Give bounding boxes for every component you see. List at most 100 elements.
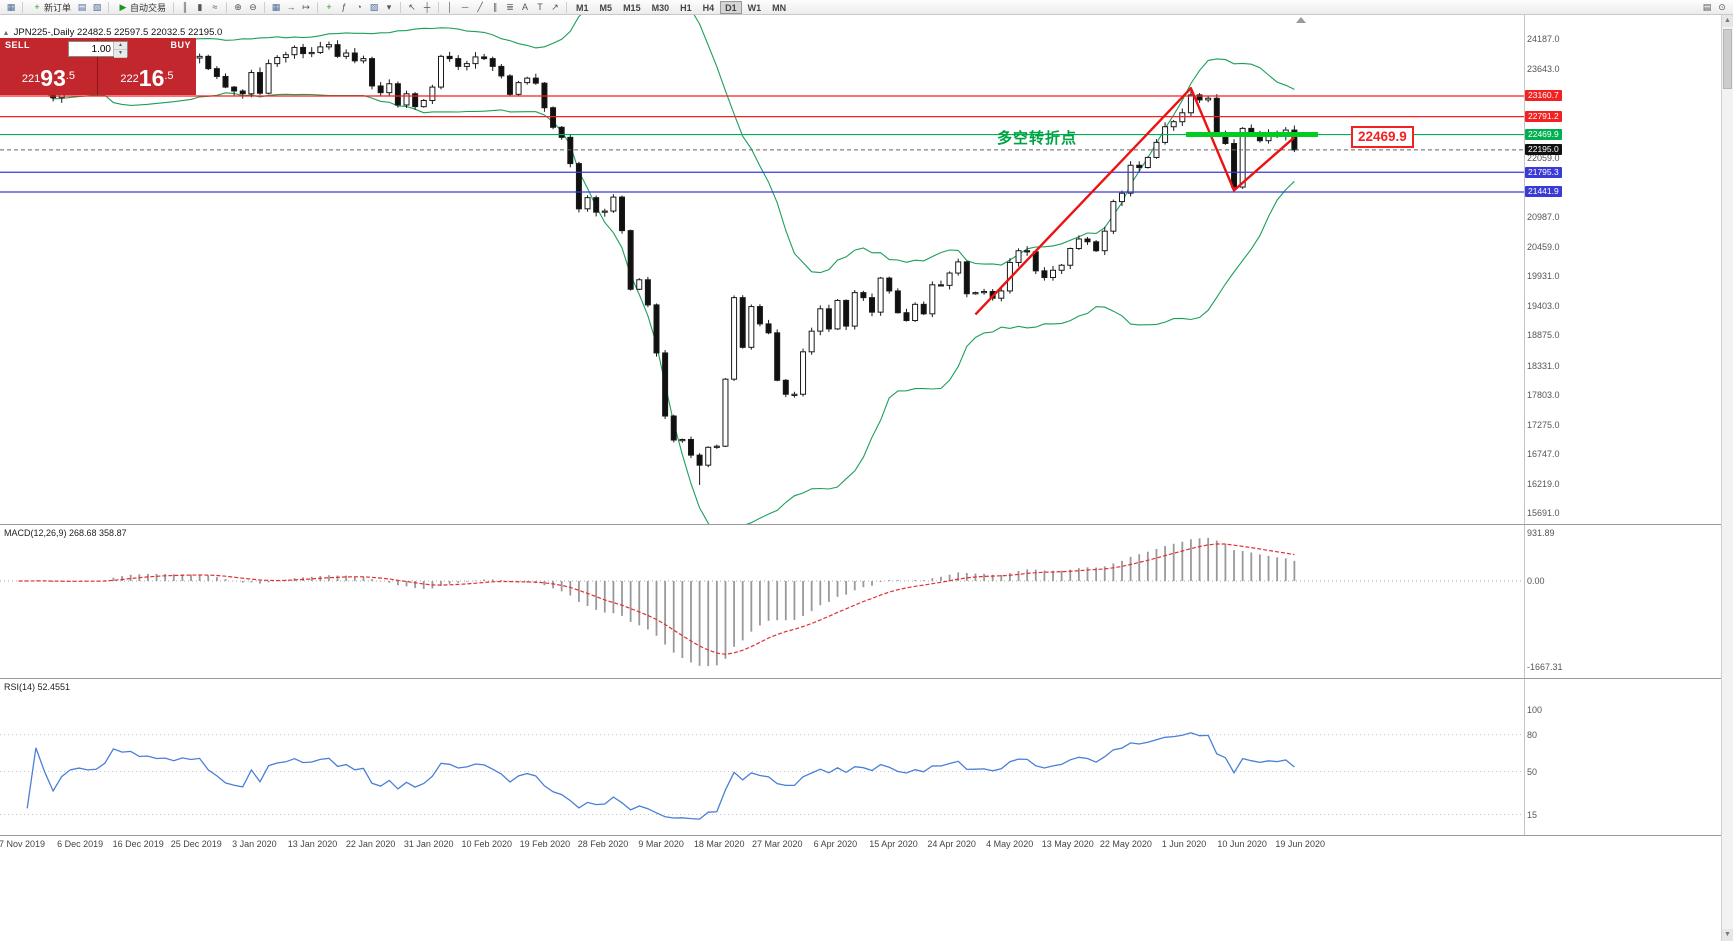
channel-icon[interactable]: ∥	[492, 1, 498, 12]
date-label: 9 Mar 2020	[638, 839, 684, 849]
scroll-down-arrow[interactable]: ▼	[1722, 929, 1733, 941]
price-axis-label: 20459.0	[1527, 241, 1560, 252]
toolbar-separator	[173, 1, 175, 13]
candles-group	[7, 40, 1298, 485]
vertical-line-icon[interactable]: │	[447, 1, 453, 12]
price-axis-label: 19931.0	[1527, 271, 1560, 282]
date-label: 19 Jun 2020	[1275, 839, 1325, 849]
date-label: 15 Apr 2020	[869, 839, 918, 849]
date-label: 22 Jan 2020	[345, 839, 396, 849]
price-axis-label: 22059.0	[1527, 152, 1560, 163]
text-tool-icon[interactable]: A	[522, 1, 529, 12]
sell-price-prefix: 221	[21, 73, 41, 85]
zoom-out-icon[interactable]: ⊖	[249, 1, 257, 12]
price-axis-label: 16219.0	[1527, 478, 1560, 489]
chart-header: ▴ JPN225-,Daily 22482.5 22597.5 22032.5 …	[4, 27, 222, 38]
price-axis-label: 19403.0	[1527, 300, 1560, 311]
timeframe-button-h4[interactable]: H4	[702, 2, 715, 13]
timeframe-button-w1[interactable]: W1	[747, 2, 762, 13]
arrows-tool-icon[interactable]: ↗	[551, 1, 559, 12]
candlestick-chart-icon[interactable]: ▮	[197, 1, 203, 12]
print-icon[interactable]: ▤	[1702, 1, 1712, 12]
buy-price: 222 16 .5	[98, 63, 196, 91]
chart-windows-icon[interactable]: ▤	[77, 1, 87, 12]
indicators-icon[interactable]: ƒ	[341, 1, 347, 12]
lot-size-input[interactable]	[69, 42, 113, 56]
rsi-axis-label: 100	[1527, 705, 1543, 715]
pivot-price-label[interactable]: 22469.9	[1351, 126, 1414, 148]
price-axis-border	[1524, 15, 1525, 836]
toolbar-separator	[22, 1, 23, 13]
timeframe-button-h1[interactable]: H1	[680, 2, 692, 13]
sell-price-frac: .5	[65, 70, 76, 82]
price-axis-label: 16747.0	[1527, 449, 1560, 460]
zoom-in-icon[interactable]: ⊕	[234, 1, 242, 12]
bollinger-lower-band	[9, 83, 1295, 525]
sell-label: SELL	[5, 40, 31, 50]
date-label: 28 Feb 2020	[577, 839, 629, 849]
price-chart[interactable]	[0, 15, 1524, 525]
date-label: 13 May 2020	[1041, 839, 1094, 849]
timeframe-button-m1[interactable]: M1	[576, 2, 589, 13]
dropdown-icon[interactable]: ▾	[386, 1, 392, 12]
timeframe-button-m30[interactable]: M30	[651, 2, 670, 13]
new-order-button[interactable]: + 新订单	[27, 1, 74, 14]
date-label: 3 Jan 2020	[232, 839, 277, 849]
timeframe-button-m15[interactable]: M15	[623, 2, 641, 13]
rsi-panel[interactable]	[0, 679, 1524, 835]
horizontal-line-icon[interactable]: ─	[461, 1, 469, 12]
tile-windows-icon[interactable]: ▦	[271, 1, 281, 12]
scroll-up-arrow[interactable]: ▲	[1722, 15, 1733, 27]
trendline-icon[interactable]: ╱	[477, 1, 483, 12]
add-indicator-icon[interactable]: +	[326, 1, 332, 12]
templates-icon[interactable]: ▨	[369, 1, 379, 12]
lot-spinner: ▲ ▼	[113, 42, 127, 58]
cursor-icon[interactable]: ↖	[408, 1, 416, 12]
chart-shift-marker[interactable]	[1296, 17, 1306, 23]
bollinger-upper-band	[9, 15, 1295, 274]
price-level-badge: 21795.3	[1525, 166, 1562, 178]
scrollbar-thumb[interactable]	[1723, 29, 1732, 89]
timeframe-button-m5[interactable]: M5	[599, 2, 613, 13]
date-label: 24 Apr 2020	[927, 839, 976, 849]
timeframe-button-d1[interactable]: D1	[720, 0, 742, 14]
price-level-badge: 22469.9	[1525, 129, 1562, 141]
timeframe-button-mn[interactable]: MN	[772, 2, 787, 13]
macd-axis-label: 931.89	[1527, 528, 1555, 538]
date-label: 31 Jan 2020	[403, 839, 454, 849]
crosshair-icon[interactable]: ┼	[423, 1, 431, 12]
macd-panel[interactable]	[0, 525, 1524, 678]
price-level-badge: 23160.7	[1525, 90, 1562, 102]
autoplay-icon: ▶	[119, 1, 127, 12]
chart-shift-icon[interactable]: ↦	[302, 1, 310, 12]
line-chart-icon[interactable]: ≈	[212, 1, 218, 12]
text-label-icon[interactable]: T	[537, 1, 543, 12]
date-label: 10 Feb 2020	[461, 839, 513, 849]
panel-separator[interactable]	[0, 524, 1722, 525]
lot-decrease-button[interactable]: ▼	[114, 50, 127, 58]
date-label: 18 Mar 2020	[693, 839, 745, 849]
periods-icon[interactable]: ◔	[356, 1, 362, 12]
date-label: 22 May 2020	[1099, 839, 1152, 849]
auto-trading-label: 自动交易	[130, 2, 167, 13]
price-axis-label: 23643.0	[1527, 64, 1560, 75]
profiles-icon[interactable]: ▧	[92, 1, 102, 12]
search-icon[interactable]: ⊙	[1718, 1, 1726, 12]
panel-separator	[0, 835, 1722, 836]
auto-scroll-icon[interactable]: →	[286, 1, 296, 12]
panel-separator[interactable]	[0, 678, 1722, 679]
symbol-period-label: JPN225-,Daily	[13, 27, 75, 38]
toolbar-separator	[264, 1, 266, 13]
trend-zigzag-line	[974, 86, 1296, 316]
one-click-toggle-icon[interactable]: ▴	[4, 28, 9, 37]
auto-trading-button[interactable]: ▶ 自动交易	[113, 1, 169, 14]
price-axis-label: 18875.0	[1527, 330, 1560, 341]
new-chart-icon[interactable]: ▦	[6, 1, 16, 12]
fibonacci-icon[interactable]: ≣	[506, 1, 514, 12]
buy-price-big: 16	[138, 65, 165, 91]
current-price-badge: 22195.0	[1525, 144, 1562, 156]
date-label: 25 Dec 2019	[170, 839, 222, 849]
bar-chart-icon[interactable]: ║	[181, 1, 189, 12]
vertical-scrollbar[interactable]: ▲ ▼	[1721, 15, 1733, 941]
lot-increase-button[interactable]: ▲	[114, 42, 127, 50]
